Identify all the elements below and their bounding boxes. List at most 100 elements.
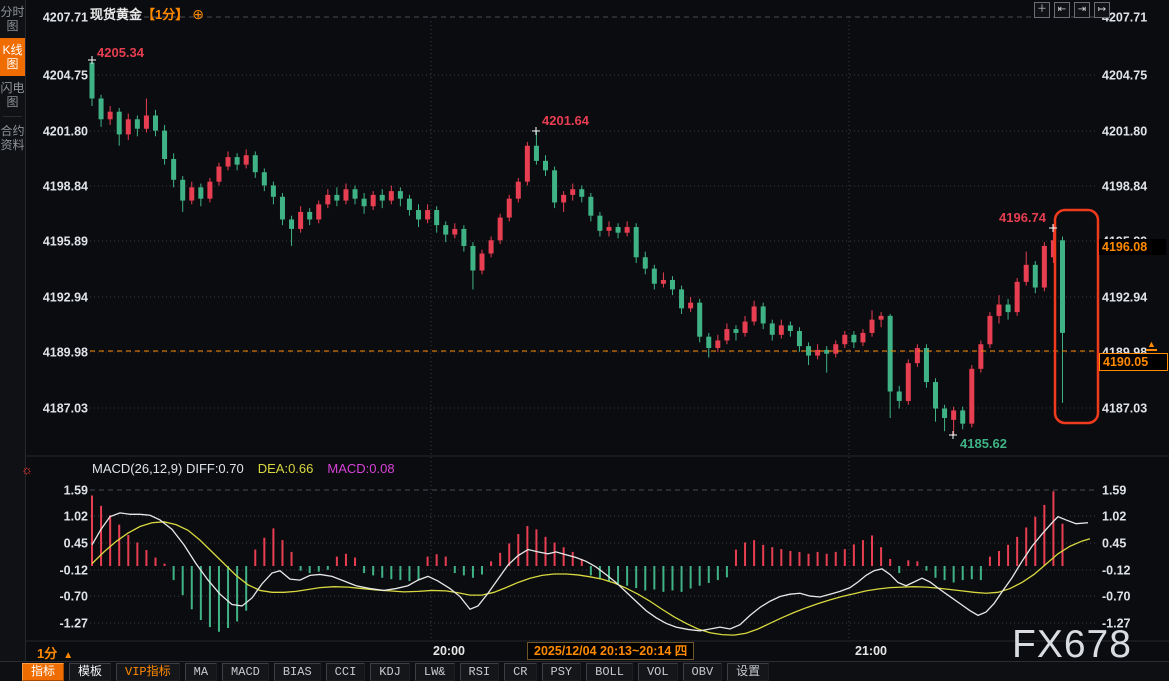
candle-body — [1014, 281, 1020, 313]
candle-body — [497, 217, 503, 241]
price-axis-label-right: 4198.84 — [1102, 180, 1147, 194]
toolbar-button-VOL[interactable]: VOL — [637, 662, 678, 681]
toolbar-button-LW&[interactable]: LW& — [414, 662, 455, 681]
candle-body — [270, 185, 276, 197]
candle-body — [679, 289, 685, 309]
candle-body — [452, 228, 458, 235]
candle-body — [923, 348, 929, 383]
candle-body — [733, 329, 739, 333]
time-tick-label: 20:00 — [433, 644, 465, 658]
price-axis-label-left: 4187.03 — [43, 402, 88, 416]
candle-body — [1005, 304, 1011, 313]
sidebar-tab-4[interactable]: 合约资料 — [0, 124, 25, 152]
fit-x-axis-icon[interactable]: ⇥ — [1074, 2, 1090, 18]
sidebar-tab-3[interactable]: 闪电图 — [0, 81, 25, 109]
candle-body — [533, 145, 539, 161]
toolbar-button-设置[interactable]: 设置 — [727, 662, 770, 681]
candle-body — [406, 198, 412, 211]
extreme-price-label: 4205.34 — [97, 45, 145, 60]
candle-body — [579, 189, 585, 197]
extreme-price-label: 4201.64 — [542, 113, 590, 128]
extreme-price-label: 4196.74 — [999, 210, 1047, 225]
candle-body — [143, 115, 149, 129]
period-label: 1分 — [37, 646, 58, 661]
candle-body — [842, 334, 848, 345]
candle-body — [370, 194, 376, 207]
toolbar-button-模板[interactable]: 模板 — [69, 662, 112, 681]
price-axis-label-left: 4192.94 — [43, 291, 88, 305]
candle-body — [152, 115, 158, 131]
candle-body — [234, 157, 240, 165]
pan-tool-icon[interactable]: ＋ — [1034, 2, 1050, 18]
candle-body — [298, 211, 304, 229]
candle-body — [107, 111, 113, 120]
candle-body — [806, 346, 812, 356]
macd-header: MACD(26,12,9) DIFF:0.70 DEA:0.66 MACD:0.08 — [92, 461, 395, 476]
toolbar-button-VIP指标[interactable]: VIP指标 — [116, 662, 180, 681]
toolbar-button-指标[interactable]: 指标 — [22, 662, 65, 681]
macd-axis-label-left: 1.02 — [64, 510, 88, 524]
macd-axis-label-right: -0.70 — [1102, 590, 1131, 604]
toolbar-button-BIAS[interactable]: BIAS — [273, 662, 321, 681]
period-switch[interactable]: 1分 ▲ — [37, 643, 73, 662]
sidebar-divider — [3, 116, 22, 117]
price-axis-label-left: 4201.80 — [43, 125, 88, 139]
candle-body — [969, 368, 975, 424]
price-axis-label-left: 4195.89 — [43, 235, 88, 249]
candle-body — [688, 302, 694, 309]
candle-body — [860, 332, 866, 343]
candle-body — [588, 196, 594, 216]
candle-body — [461, 228, 467, 246]
price-axis-label-right: 4204.75 — [1102, 69, 1147, 83]
toolbar-button-KDJ[interactable]: KDJ — [370, 662, 410, 681]
toolbar-button-OBV[interactable]: OBV — [682, 662, 723, 681]
indicator-settings-icon[interactable]: ☼ — [21, 462, 33, 477]
go-latest-icon[interactable]: ↦ — [1094, 2, 1110, 18]
toolbar-button-MA[interactable]: MA — [184, 662, 218, 681]
fit-y-axis-icon[interactable]: ⇤ — [1054, 2, 1070, 18]
price-axis-label-left: 4204.75 — [43, 69, 88, 83]
candle-body — [470, 245, 476, 271]
candle-body — [515, 181, 521, 199]
candle-body — [397, 191, 403, 199]
toolbar-button-MACD[interactable]: MACD — [222, 662, 269, 681]
toolbar-button-RSI[interactable]: RSI — [459, 662, 500, 681]
candle-body — [434, 210, 440, 226]
sidebar-tab-2[interactable]: K线图 — [0, 38, 25, 76]
candle-body — [325, 194, 331, 205]
candle-body — [361, 198, 367, 207]
toolbar-button-BOLL[interactable]: BOLL — [586, 662, 633, 681]
candle-body — [198, 187, 204, 199]
candle-body — [307, 211, 313, 220]
diff-line — [91, 512, 1089, 632]
candle-body — [651, 268, 657, 284]
candle-body — [1032, 264, 1038, 288]
candle-body — [425, 210, 431, 220]
macd-axis-label-left: -0.12 — [60, 564, 89, 578]
candle-body — [89, 62, 95, 99]
toolbar-button-CR[interactable]: CR — [504, 662, 537, 681]
instrument-title: 现货黄金【1分】 ⊕ — [90, 4, 204, 23]
candle-body — [660, 279, 666, 284]
candle-body — [896, 391, 902, 401]
dea-line — [91, 521, 1091, 636]
candle-body — [769, 323, 775, 335]
candle-body — [960, 410, 966, 424]
candle-body — [479, 253, 485, 271]
candle-body — [561, 194, 567, 203]
candle-body — [751, 306, 757, 322]
candle-body — [506, 198, 512, 218]
toolbar-button-CCI[interactable]: CCI — [325, 662, 366, 681]
candle-body — [978, 344, 984, 369]
candle-body — [1059, 240, 1065, 333]
toolbar-button-PSY[interactable]: PSY — [541, 662, 582, 681]
latest-candle-highlight — [1053, 208, 1100, 425]
candle-body — [570, 189, 576, 195]
candle-body — [815, 349, 821, 356]
indicator-toolbar: 指标 模板 VIP指标 MA MACD BIAS CCI KDJ LW& RSI CR PSY BOLL… — [0, 661, 1169, 681]
sidebar-tab-1[interactable]: 分时图 — [0, 5, 25, 33]
last-price-tag: 4190.05 — [1099, 353, 1168, 371]
add-indicator-icon[interactable]: ⊕ — [192, 6, 204, 22]
